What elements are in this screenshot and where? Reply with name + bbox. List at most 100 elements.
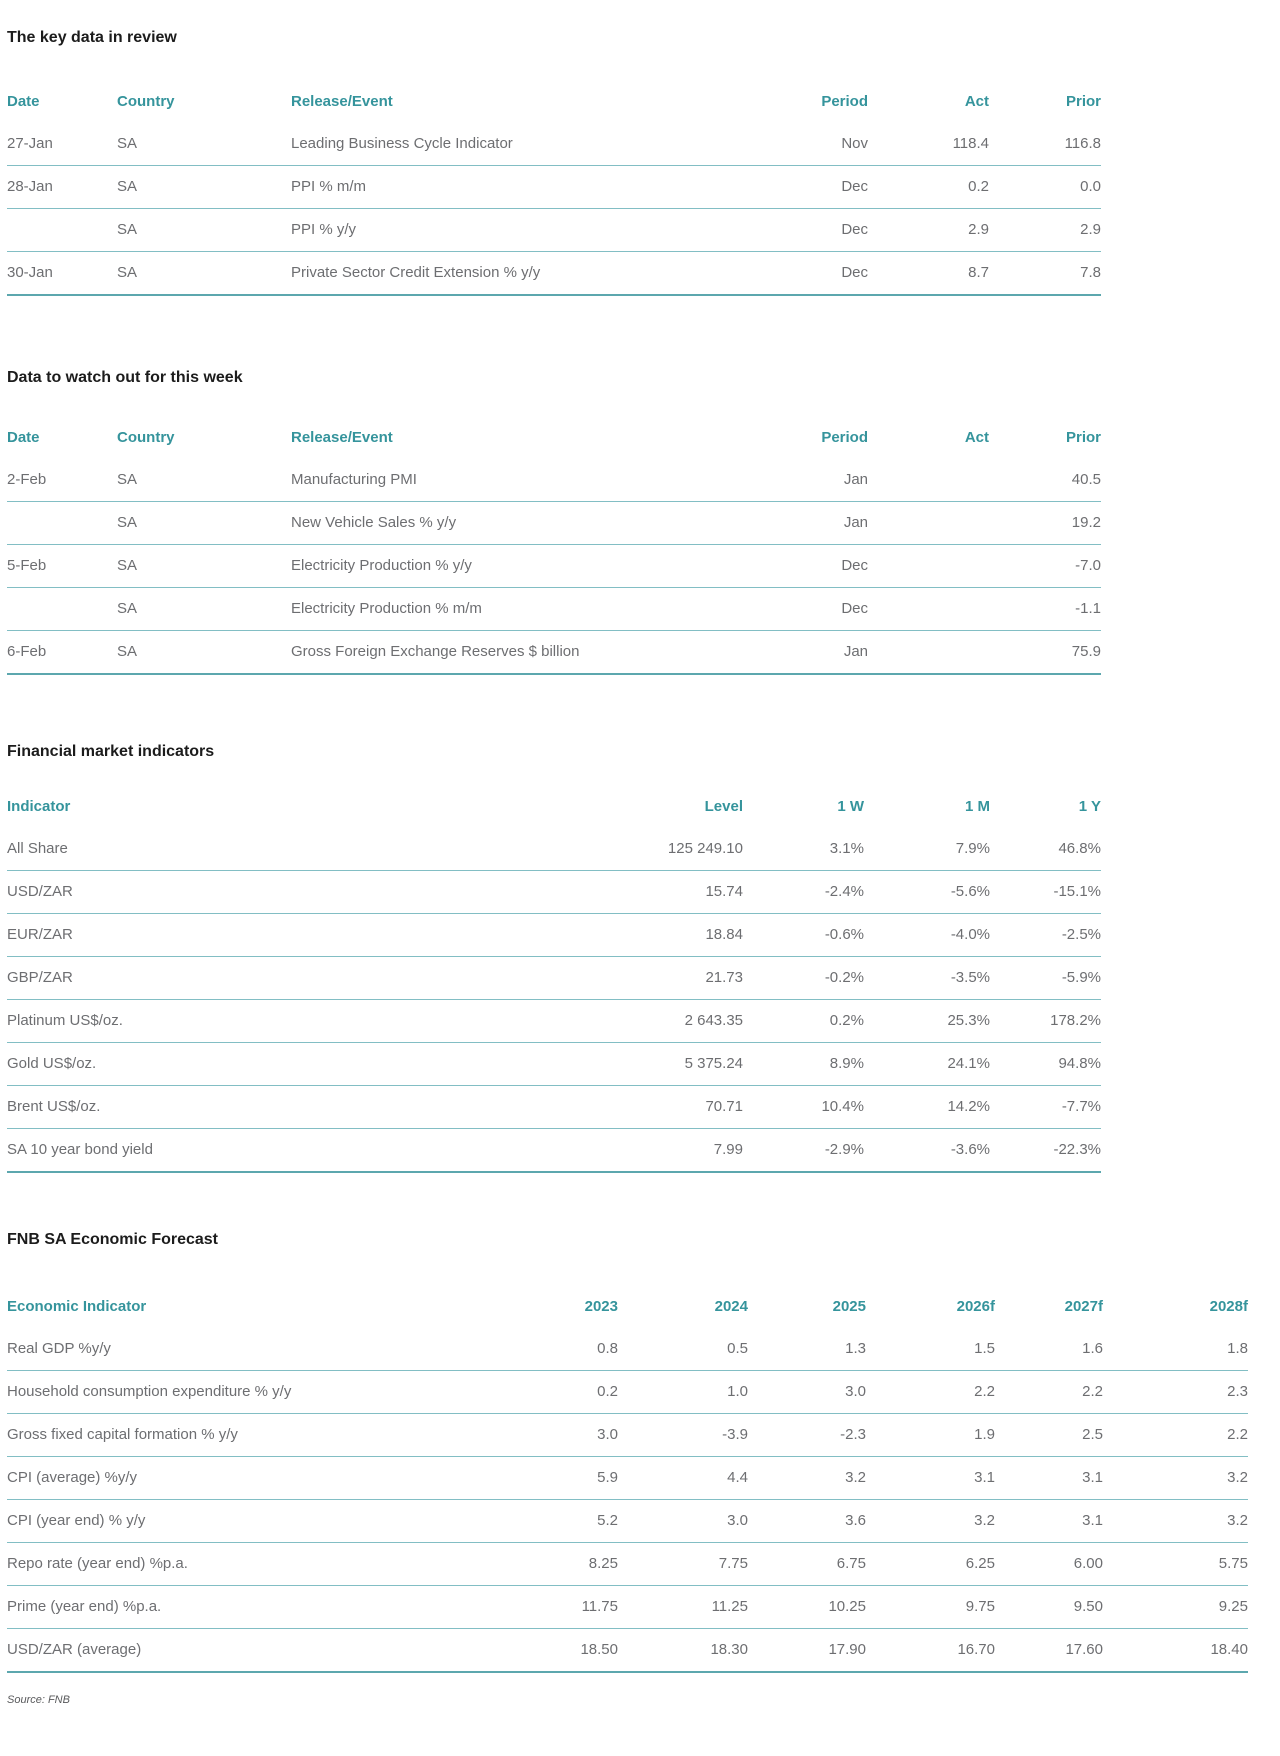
table-cell: CPI (year end) % y/y [7,1499,520,1543]
table-cell: 0.2% [743,999,864,1043]
table-cell: 3.2 [748,1456,866,1500]
table-cell: 25.3% [864,999,990,1043]
column-header: 1 M [964,798,990,815]
table-cell: 125 249.10 [520,828,743,871]
table-cell: Repo rate (year end) %p.a. [7,1542,520,1586]
column-header: 2024 [714,1298,748,1315]
table-cell: Jan [700,630,868,675]
table-cell: -5.6% [864,870,990,914]
table-cell: 0.2 [520,1370,618,1414]
table-cell: 9.75 [866,1585,995,1629]
table-cell: 19.2 [989,501,1101,545]
table-cell [7,208,117,252]
table-row: EUR/ZAR 18.84 -0.6% -4.0% -2.5% [7,913,1101,957]
table-cell: Jan [700,501,868,545]
table-cell: 94.8% [990,1042,1101,1086]
column-header: Economic Indicator [7,1298,147,1315]
table-cell: 2.2 [1103,1413,1248,1457]
column-header: 2028f [1209,1298,1248,1315]
table-cell: Dec [700,208,868,252]
table-cell: 3.1 [995,1456,1103,1500]
financial-market-indicators-table: Indicator Level 1 W 1 M 1 Y All Share 125 249.… [7,786,1101,1173]
table-row: 2-Feb SA Manufacturing PMI Jan 40.5 [7,459,1101,502]
table-cell: Brent US$/oz. [7,1085,520,1129]
table-cell: 17.90 [748,1628,866,1673]
source-note: Source: FNB [7,1694,70,1706]
table-row: USD/ZAR (average) 18.50 18.30 17.90 16.70 17.… [7,1628,1248,1673]
table-cell: 4.4 [618,1456,748,1500]
table-cell: 8.9% [743,1042,864,1086]
section-title-data-to-watch: Data to watch out for this week [7,369,243,386]
table-cell: 5.2 [520,1499,618,1543]
table-cell: 5.75 [1103,1542,1248,1586]
table-row: GBP/ZAR 21.73 -0.2% -3.5% -5.9% [7,956,1101,1000]
table-row: Brent US$/oz. 70.71 10.4% 14.2% -7.7% [7,1085,1101,1129]
table-row: SA Electricity Production % m/m Dec -1.1 [7,587,1101,631]
table-cell: 9.50 [995,1585,1103,1629]
table-row: USD/ZAR 15.74 -2.4% -5.6% -15.1% [7,870,1101,914]
table-cell: 24.1% [864,1042,990,1086]
table-cell: 116.8 [989,123,1101,166]
column-header: Date [7,429,40,446]
table-cell: -2.5% [990,913,1101,957]
table-cell: 10.25 [748,1585,866,1629]
column-header: Country [117,429,175,446]
table-cell: 2.9 [989,208,1101,252]
table-cell: 1.0 [618,1370,748,1414]
table-cell: 3.6 [748,1499,866,1543]
table-cell [7,501,117,545]
column-header: 2025 [832,1298,866,1315]
table-cell: 0.2 [868,165,989,209]
table-cell [868,630,989,675]
table-cell: SA [117,630,291,675]
table-cell: 3.1 [866,1456,995,1500]
table-cell: -7.0 [989,544,1101,588]
table-cell: GBP/ZAR [7,956,520,1000]
table-cell: 8.25 [520,1542,618,1586]
table-cell: 18.84 [520,913,743,957]
table-row: 27-Jan SA Leading Business Cycle Indicator… [7,123,1101,166]
table-cell: SA 10 year bond yield [7,1128,520,1173]
table-cell: Real GDP %y/y [7,1328,520,1371]
table-cell: 11.25 [618,1585,748,1629]
table-cell: SA [117,251,291,296]
table-cell: Gross Foreign Exchange Reserves $ billio… [291,630,700,675]
table-cell: -2.9% [743,1128,864,1173]
table-cell: Dec [700,251,868,296]
table-cell: 6.75 [748,1542,866,1586]
table-row: Prime (year end) %p.a. 11.75 11.25 10.25 9.7… [7,1585,1248,1629]
column-header: 1 W [837,798,864,815]
table-cell: 28-Jan [7,165,117,209]
table-cell: 1.3 [748,1328,866,1371]
column-header: Indicator [7,798,71,815]
table-cell: 9.25 [1103,1585,1248,1629]
table-header-row: Economic Indicator 2023 2024 2025 2026f 2027f… [7,1286,1248,1328]
table-cell: 6-Feb [7,630,117,675]
table-row: SA 10 year bond yield 7.99 -2.9% -3.6% -22.3… [7,1128,1101,1173]
column-header: 2026f [956,1298,995,1315]
table-cell: Manufacturing PMI [291,459,700,502]
table-cell: 5-Feb [7,544,117,588]
table-cell: Jan [700,459,868,502]
table-cell: -4.0% [864,913,990,957]
table-header-row: Indicator Level 1 W 1 M 1 Y [7,786,1101,828]
table-cell: -22.3% [990,1128,1101,1173]
table-row: 28-Jan SA PPI % m/m Dec 0.2 0.0 [7,165,1101,209]
table-cell: 0.8 [520,1328,618,1371]
column-header: 1 Y [1078,798,1101,815]
table-cell: 2.3 [1103,1370,1248,1414]
key-data-in-review-table: Date Country Release/Event Period Act Prior 27… [7,81,1101,296]
table-cell: SA [117,123,291,166]
table-cell: 14.2% [864,1085,990,1129]
table-cell: Private Sector Credit Extension % y/y [291,251,700,296]
table-row: 6-Feb SA Gross Foreign Exchange Reserves $… [7,630,1101,675]
table-cell: 3.2 [866,1499,995,1543]
column-header: Country [117,93,175,110]
table-cell: -3.9 [618,1413,748,1457]
table-cell [868,544,989,588]
table-cell: 5.9 [520,1456,618,1500]
section-title-financial-market-indicators: Financial market indicators [7,743,215,760]
table-cell: Gross fixed capital formation % y/y [7,1413,520,1457]
table-cell: 11.75 [520,1585,618,1629]
table-header-row: Date Country Release/Event Period Act Prior [7,417,1101,459]
